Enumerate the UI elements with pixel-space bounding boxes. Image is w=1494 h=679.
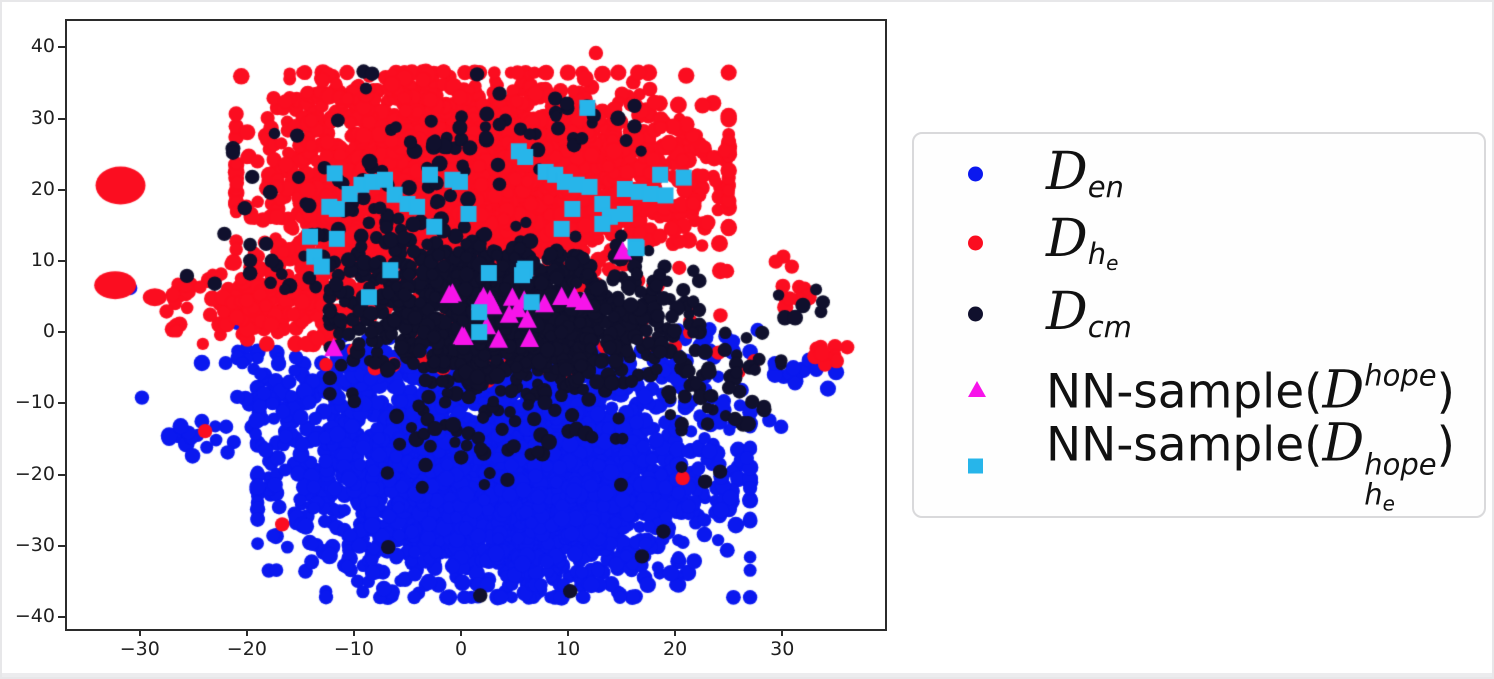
y-tick-label: −40 <box>14 604 55 627</box>
y-tick-mark <box>58 46 65 49</box>
x-tick-label: 10 <box>555 638 581 660</box>
circle-marker-icon <box>968 306 983 322</box>
x-tick-label: 30 <box>770 638 795 660</box>
scatter-canvas <box>67 21 885 629</box>
legend-item-dcm: Dcm <box>914 272 1484 356</box>
x-tick-mark <box>460 629 462 636</box>
x-tick-mark <box>781 629 784 636</box>
y-tick-label: −30 <box>14 533 55 556</box>
legend-item-label: NN-sample(Dhope) <box>1046 358 1455 421</box>
legend-item-den: Den <box>914 132 1484 216</box>
circle-marker-icon <box>968 166 983 182</box>
y-tick-label: 0 <box>42 320 55 343</box>
y-tick-label: −10 <box>14 391 55 414</box>
x-tick-label: −30 <box>119 638 160 660</box>
y-tick-mark <box>58 473 65 476</box>
y-tick-label: 10 <box>30 248 55 271</box>
bottom-bar <box>2 673 1492 677</box>
y-tick-label: 20 <box>30 177 55 200</box>
legend-item-label: Dcm <box>1046 282 1132 344</box>
x-tick-label: −20 <box>226 638 267 660</box>
legend-item-dhe: Dhe <box>914 201 1484 285</box>
y-tick-mark <box>58 259 65 262</box>
x-tick-label: 0 <box>454 638 468 660</box>
y-tick-mark <box>58 117 65 120</box>
x-tick-label: −10 <box>333 638 374 660</box>
legend-item-label: NN-sample(D hope he) <box>1046 413 1455 516</box>
y-tick-mark <box>58 544 65 547</box>
legend: Den Dhe Dcm NN-sample(Dhope) NN-sample(D hope… <box>912 132 1486 518</box>
x-tick-mark <box>352 629 355 636</box>
y-tick-label: 30 <box>30 106 55 129</box>
x-tick-mark <box>567 629 570 636</box>
legend-item-nn-hope: NN-sample(Dhope) <box>914 347 1484 431</box>
plot-axes-frame <box>65 19 887 631</box>
legend-item-nn-he-hope: NN-sample(D hope he) <box>914 417 1484 514</box>
y-tick-mark <box>58 331 65 334</box>
legend-item-label: Dhe <box>1046 209 1119 275</box>
y-tick-mark <box>58 615 65 618</box>
circle-marker-icon <box>968 235 983 251</box>
y-tick-label: −20 <box>14 462 55 485</box>
square-marker-icon <box>968 458 983 474</box>
x-tick-label: 20 <box>663 638 688 660</box>
y-tick-mark <box>58 402 65 405</box>
triangle-marker-icon <box>968 381 986 397</box>
x-tick-mark <box>138 629 141 636</box>
y-tick-label: 40 <box>30 35 55 58</box>
x-tick-mark <box>674 629 677 636</box>
y-tick-mark <box>58 188 65 191</box>
x-tick-mark <box>245 629 248 636</box>
legend-item-label: Den <box>1046 142 1124 204</box>
